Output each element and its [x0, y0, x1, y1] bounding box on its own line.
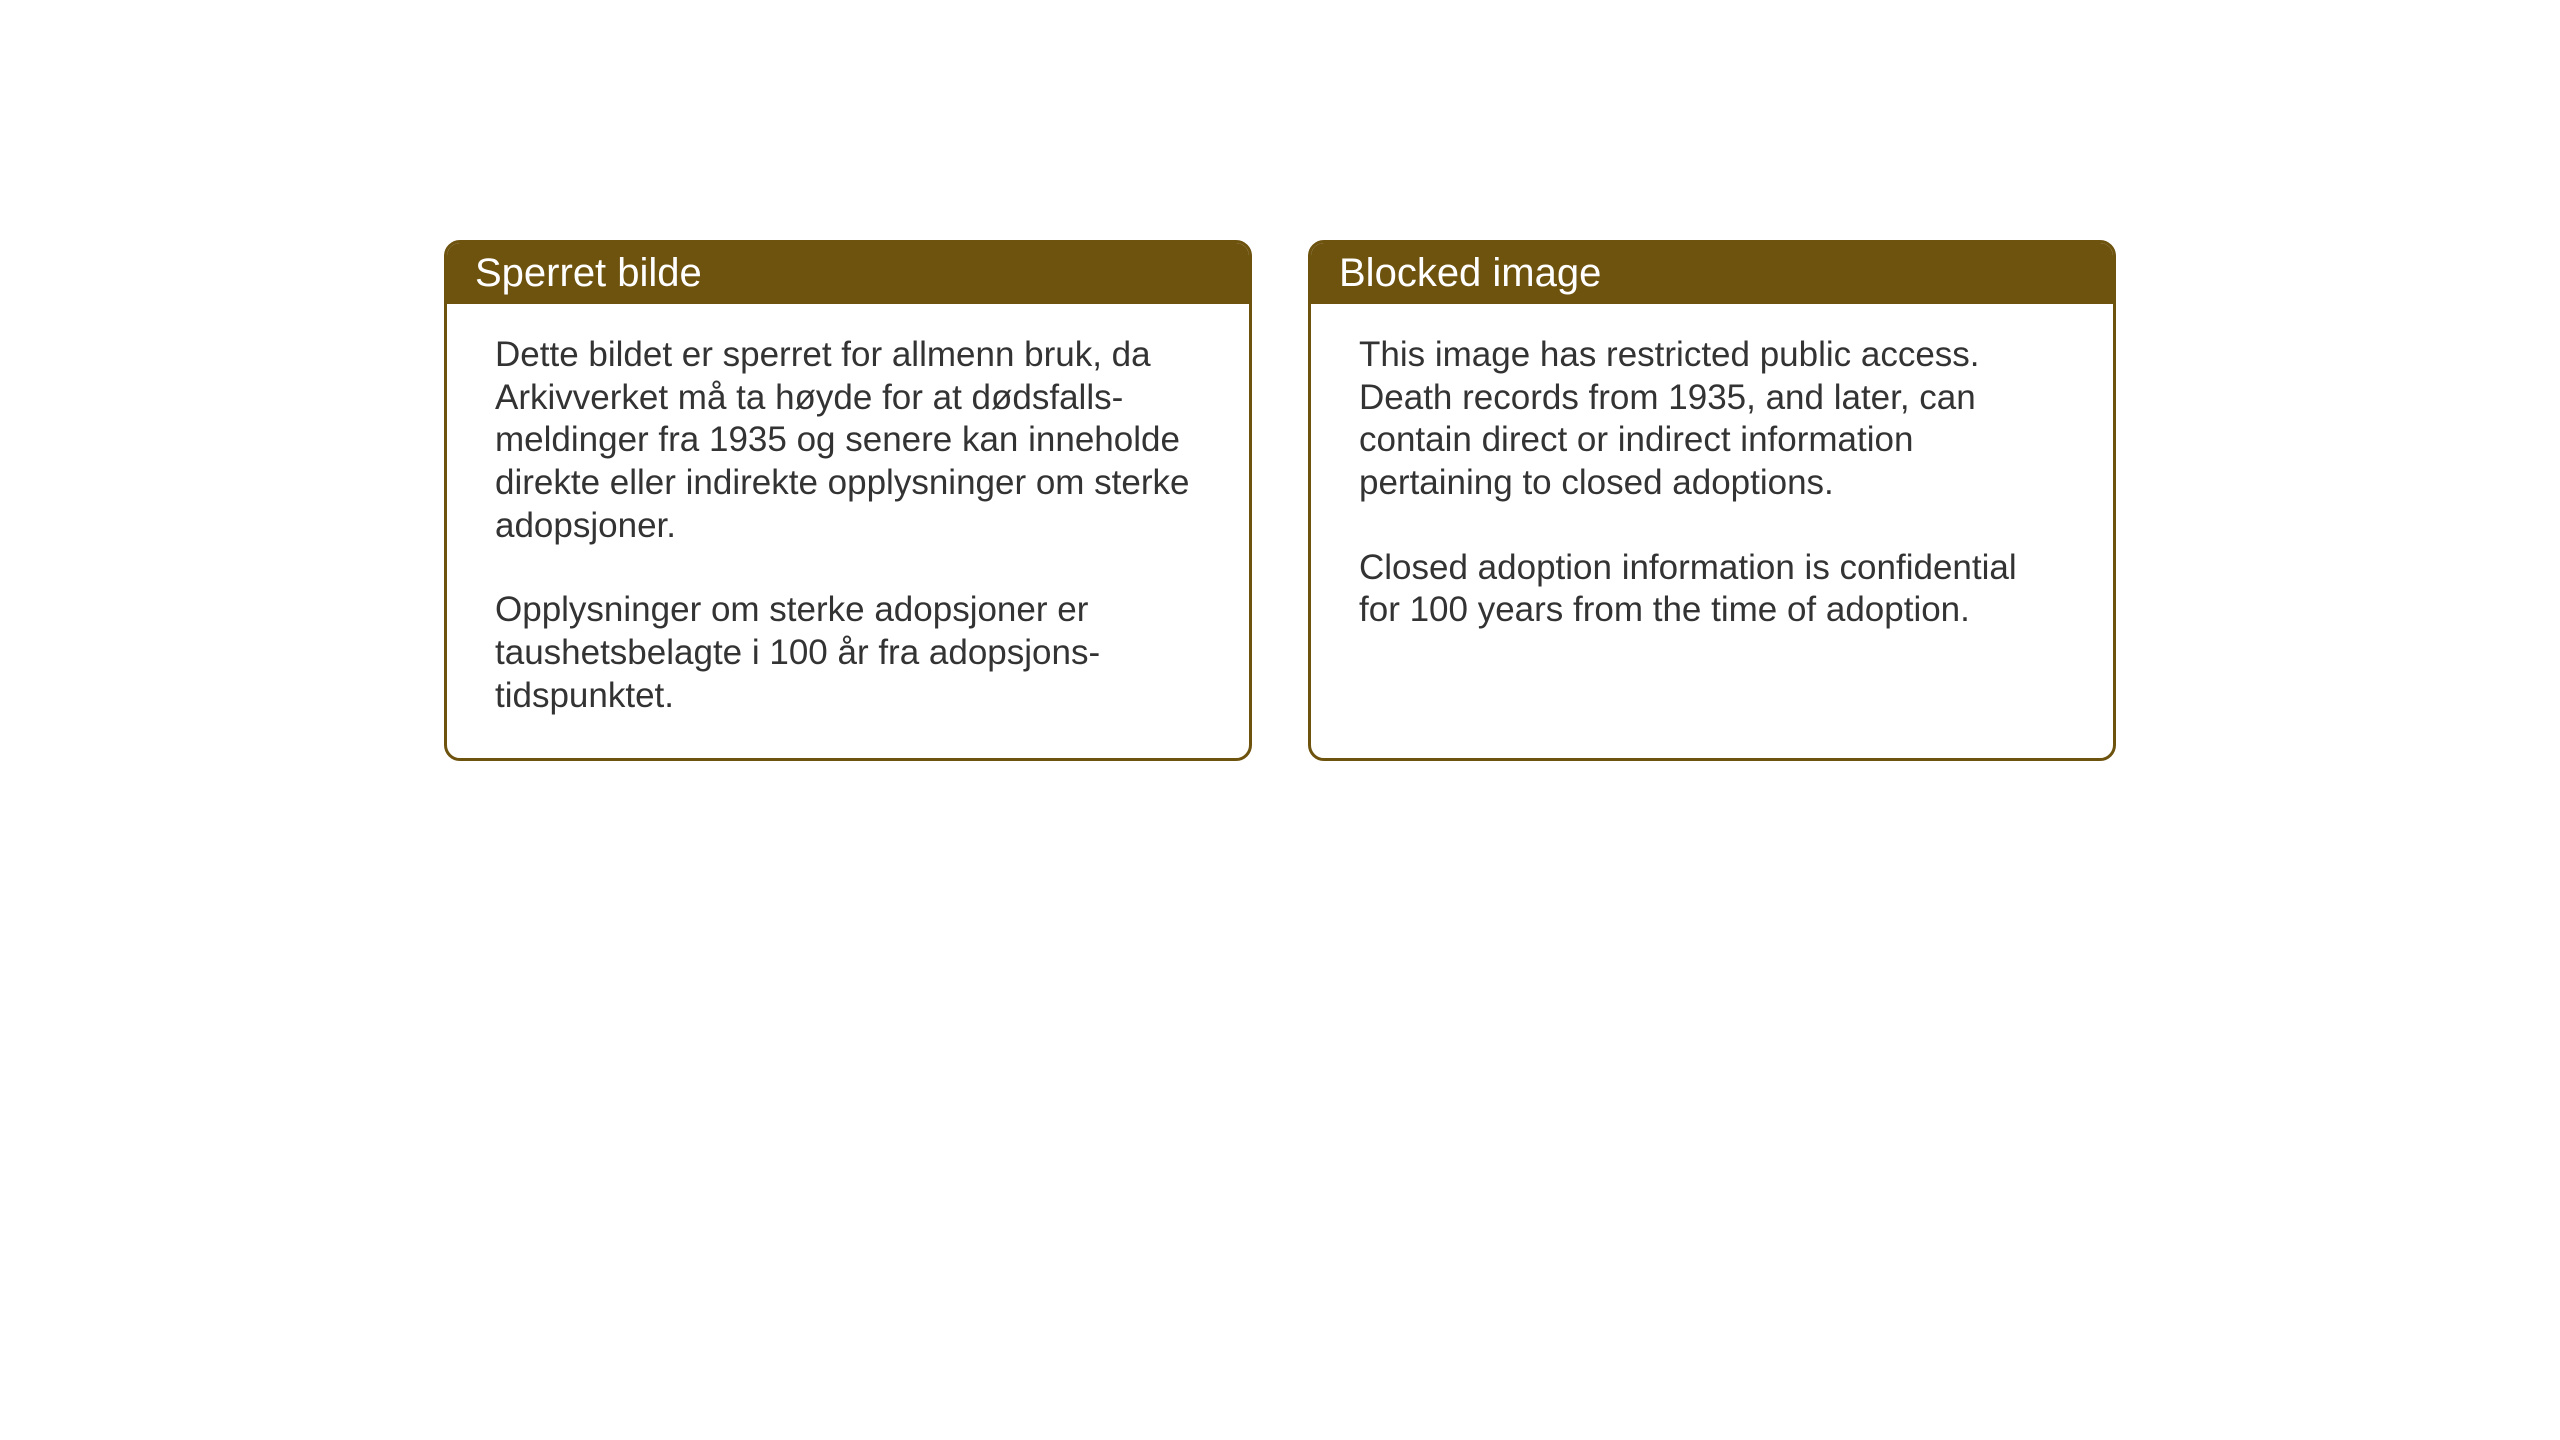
notice-paragraph-1-norwegian: Dette bildet er sperret for allmenn bruk…: [495, 334, 1201, 547]
notice-header-norwegian: Sperret bilde: [447, 243, 1249, 304]
notice-title-norwegian: Sperret bilde: [475, 251, 702, 295]
notice-card-norwegian: Sperret bilde Dette bildet er sperret fo…: [444, 240, 1252, 761]
notice-body-english: This image has restricted public access.…: [1311, 304, 2113, 724]
notice-container: Sperret bilde Dette bildet er sperret fo…: [444, 240, 2116, 761]
notice-body-norwegian: Dette bildet er sperret for allmenn bruk…: [447, 304, 1249, 758]
notice-card-english: Blocked image This image has restricted …: [1308, 240, 2116, 761]
notice-paragraph-1-english: This image has restricted public access.…: [1359, 334, 2065, 505]
notice-title-english: Blocked image: [1339, 251, 1601, 295]
notice-header-english: Blocked image: [1311, 243, 2113, 304]
notice-paragraph-2-norwegian: Opplysninger om sterke adopsjoner er tau…: [495, 589, 1201, 717]
notice-paragraph-2-english: Closed adoption information is confident…: [1359, 547, 2065, 632]
